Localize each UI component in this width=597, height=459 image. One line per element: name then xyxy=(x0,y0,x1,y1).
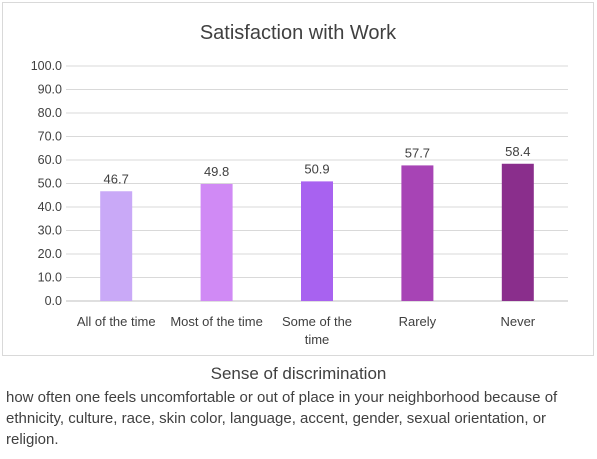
x-tick-label: Most of the time xyxy=(170,314,262,329)
x-tick-label-line: All of the time xyxy=(77,314,156,329)
data-label: 46.7 xyxy=(104,171,129,186)
bar-chart: Satisfaction with Work 0.0 10.0 20.0 30.0 40… xyxy=(31,22,568,347)
data-label: 57.7 xyxy=(405,145,430,160)
y-tick-label: 0.0 xyxy=(45,294,62,308)
x-tick-label-line: Never xyxy=(500,314,535,329)
y-tick-label: 80.0 xyxy=(38,106,62,120)
caption-title: Sense of discrimination xyxy=(210,364,387,383)
bar-3 xyxy=(301,181,333,301)
x-tick-label: Rarely xyxy=(399,314,437,329)
bar-2 xyxy=(200,183,233,301)
y-tick-label: 30.0 xyxy=(38,224,62,238)
data-labels: 46.7 49.8 50.9 57.7 58.4 xyxy=(104,144,531,186)
x-tick-label: All of the time xyxy=(77,314,156,329)
y-tick-label: 40.0 xyxy=(38,200,62,214)
x-tick-label-line: Most of the time xyxy=(170,314,262,329)
bar-1 xyxy=(100,191,133,301)
data-label: 58.4 xyxy=(505,144,530,159)
gridlines xyxy=(66,65,568,302)
bars xyxy=(100,163,534,301)
y-tick-label: 90.0 xyxy=(38,83,62,97)
y-tick-label: 20.0 xyxy=(38,247,62,261)
data-label: 50.9 xyxy=(304,161,329,176)
chart-title: Satisfaction with Work xyxy=(200,22,397,44)
bar-4 xyxy=(401,165,434,301)
caption-body: how often one feels uncomfortable or out… xyxy=(6,389,558,448)
bar-5 xyxy=(501,163,534,301)
x-tick-label: Some of the time xyxy=(282,314,352,347)
y-tick-label: 100.0 xyxy=(31,59,62,73)
y-tick-label: 10.0 xyxy=(38,271,62,285)
x-axis-tick-labels: All of the time Most of the time Some of t… xyxy=(77,314,536,347)
x-tick-label-line: Rarely xyxy=(399,314,437,329)
x-tick-label-line: Some of the xyxy=(282,314,352,329)
x-tick-label-line: time xyxy=(305,332,330,347)
y-tick-label: 50.0 xyxy=(38,177,62,191)
x-tick-label: Never xyxy=(500,314,535,329)
data-label: 49.8 xyxy=(204,164,229,179)
y-axis-tick-labels: 0.0 10.0 20.0 30.0 40.0 50.0 60.0 70.0 80.0 90.0 1… xyxy=(31,59,62,308)
y-tick-label: 60.0 xyxy=(38,153,62,167)
y-tick-label: 70.0 xyxy=(38,130,62,144)
